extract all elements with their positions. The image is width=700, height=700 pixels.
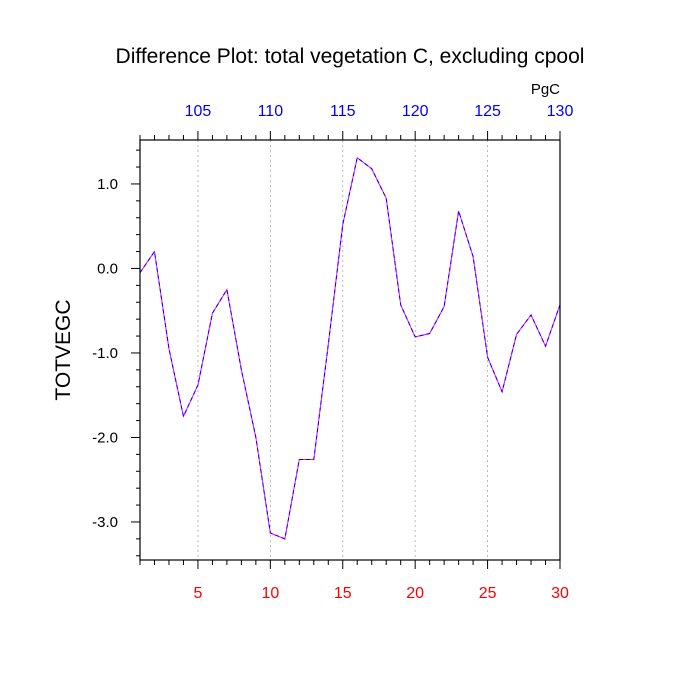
y-tick-label: 0.0 [97, 260, 118, 277]
top-tick-labels: 105 110 115 120 125 130 [185, 103, 574, 120]
series-line [139, 156, 561, 540]
y-tick-label: -1.0 [92, 345, 118, 362]
plot-frame [139, 139, 561, 561]
bottom-tick-label: 5 [193, 585, 202, 602]
units-label: PgC [531, 81, 560, 98]
y-tick-label: 1.0 [97, 176, 118, 193]
y-axis-label: TOTVEGC [52, 299, 75, 400]
top-tick-label: 110 [258, 103, 284, 120]
y-tick-label: -2.0 [92, 429, 118, 446]
gridlines [197, 140, 561, 560]
series-group [139, 156, 561, 540]
top-tick-label: 125 [474, 103, 501, 120]
bottom-tick-label: 30 [551, 585, 569, 602]
bottom-tick-label: 15 [334, 585, 352, 602]
bottom-tick-label: 25 [479, 585, 497, 602]
minor-ticks [136, 135, 547, 565]
y-tick-labels: 1.0 0.0 -1.0 -2.0 -3.0 [92, 176, 118, 531]
bottom-tick-labels: 5 10 15 20 25 30 [193, 585, 569, 602]
bottom-tick-label: 20 [406, 585, 424, 602]
top-tick-label: 105 [185, 103, 212, 120]
series-line-dash [139, 156, 561, 540]
y-tick-label: -3.0 [92, 514, 118, 531]
chart-title: Difference Plot: total vegetation C, exc… [116, 45, 585, 68]
top-tick-label: 115 [330, 103, 356, 120]
bottom-tick-label: 10 [261, 585, 279, 602]
top-tick-label: 130 [547, 103, 574, 120]
top-tick-label: 120 [402, 103, 429, 120]
major-ticks [131, 131, 561, 569]
